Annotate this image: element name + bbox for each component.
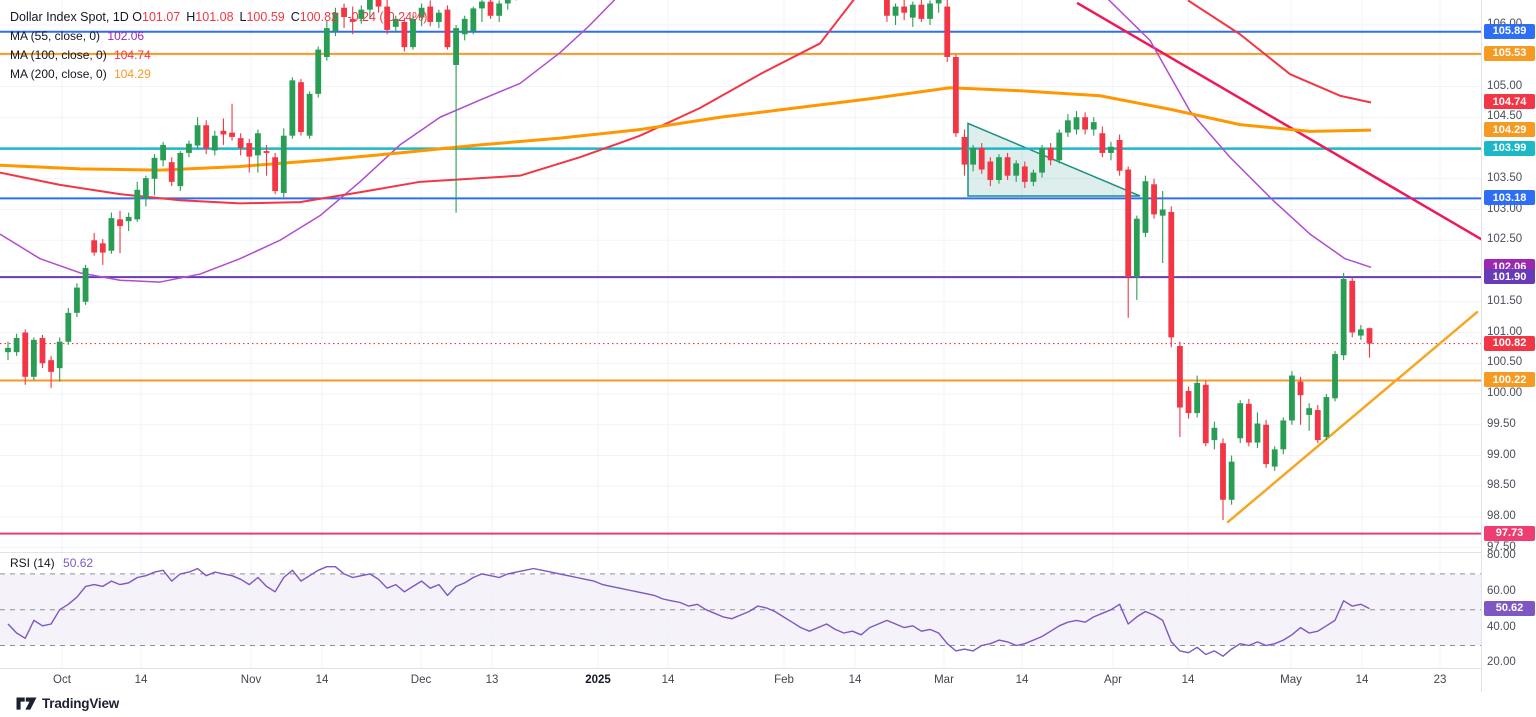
price-tick-104.50: 104.50 (1487, 110, 1523, 123)
rsi-legend-row[interactable]: RSI (14) 50.62 (10, 556, 93, 570)
ohlc-values: O101.07 H101.08 L100.59 C100.82 (132, 10, 344, 24)
time-tick-2025: 2025 (585, 674, 611, 686)
time-tick-14: 14 (848, 674, 862, 686)
price-tick-99.50: 99.50 (1487, 417, 1516, 430)
time-tick-Oct: Oct (53, 674, 71, 686)
price-tick-98.50: 98.50 (1487, 479, 1516, 492)
ma200-line[interactable] (0, 86, 1372, 172)
time-tick-14: 14 (134, 674, 148, 686)
time-tick-Dec: Dec (410, 674, 432, 686)
time-tick-23: 23 (1433, 674, 1447, 686)
time-tick-Feb: Feb (774, 674, 794, 686)
price-badge-103.18: 103.18 (1484, 190, 1535, 206)
tradingview-logo-icon (16, 697, 37, 710)
rsi-tick-60.00: 60.00 (1487, 584, 1516, 597)
price-tick-98.00: 98.00 (1487, 510, 1516, 522)
time-tick-Apr: Apr (1104, 674, 1122, 686)
price-badge-101.90: 101.90 (1484, 269, 1535, 285)
symbol-title: Dollar Index Spot, 1D (10, 10, 129, 24)
price-tick-103.50: 103.50 (1487, 171, 1523, 184)
time-axis[interactable]: Oct 14 Nov 14 Dec 13 2025 14 Feb 14 Mar 14 Apr 14 May 1… (0, 668, 1481, 692)
ma-value: 104.29 (114, 67, 151, 81)
ma-legend-row-1[interactable]: MA (100, close, 0) 104.74 (10, 46, 427, 65)
tradingview-logo-text: TradingView (42, 696, 120, 711)
price-tick-105.00: 105.00 (1487, 79, 1523, 92)
ma55-line[interactable] (0, 0, 620, 283)
price-tick-100.50: 100.50 (1487, 356, 1523, 369)
price-badge-105.89: 105.89 (1484, 23, 1535, 39)
price-tick-103.00: 103.00 (1487, 202, 1523, 215)
price-badge-104.29: 104.29 (1484, 122, 1535, 138)
price-tick-97.50: 97.50 (1487, 540, 1516, 553)
ma-value: 104.74 (114, 48, 151, 62)
time-tick-14: 14 (1181, 674, 1195, 686)
ma-label: MA (200, close, 0) (10, 67, 107, 81)
price-badge-100.82: 100.82 (1484, 335, 1535, 351)
rsi-label: RSI (14) (10, 556, 55, 570)
rsi-tick-80.00: 80.00 (1487, 549, 1516, 561)
price-tick-101.50: 101.50 (1487, 294, 1523, 307)
rsi-tick-20.00: 20.00 (1487, 656, 1516, 669)
ma100-line[interactable] (1187, 0, 1372, 104)
trendline-ascending-support[interactable] (1226, 310, 1479, 524)
price-tick-102.50: 102.50 (1487, 233, 1523, 246)
price-chart-canvas[interactable] (0, 0, 1481, 552)
rsi-chart-canvas[interactable] (0, 552, 1481, 668)
symbol-legend-row[interactable]: Dollar Index Spot, 1D O101.07 H101.08 L100… (10, 8, 427, 27)
time-tick-Nov: Nov (240, 674, 262, 686)
ma55-line[interactable] (1103, 0, 1372, 269)
change-value: -0.24 (-0.24%) (347, 10, 428, 24)
price-tick-100.00: 100.00 (1487, 387, 1523, 399)
rsi-value: 50.62 (63, 556, 94, 570)
price-badge-105.53: 105.53 (1484, 45, 1535, 61)
price-badge-97.73: 97.73 (1484, 525, 1535, 541)
rsi-badge: 50.62 (1484, 600, 1535, 616)
time-tick-May: May (1280, 674, 1302, 686)
price-badge-103.99: 103.99 (1484, 140, 1535, 156)
pane-separator[interactable] (0, 552, 1481, 553)
time-tick-14: 14 (1015, 674, 1029, 686)
chart-legend: Dollar Index Spot, 1D O101.07 H101.08 L100… (10, 8, 427, 84)
ohlc-c: C100.82 (290, 10, 338, 24)
descending-triangle-pattern[interactable] (967, 122, 1141, 197)
time-tick-Mar: Mar (934, 674, 954, 686)
ma-legend-row-0[interactable]: MA (55, close, 0) 102.06 (10, 27, 427, 46)
price-badge-104.74: 104.74 (1484, 94, 1535, 110)
rsi-line[interactable] (7, 565, 1370, 657)
ma-label: MA (55, close, 0) (10, 29, 101, 43)
price-axis[interactable]: 106.00105.00104.50103.50103.00102.50101.… (1481, 0, 1536, 692)
time-tick-13: 13 (485, 674, 499, 686)
time-tick-14: 14 (1355, 674, 1369, 686)
ohlc-o: O101.07 (132, 10, 181, 24)
ohlc-l: L100.59 (239, 10, 285, 24)
price-badge-100.22: 100.22 (1484, 372, 1535, 388)
ohlc-h: H101.08 (186, 10, 234, 24)
time-tick-14: 14 (315, 674, 329, 686)
tradingview-logo[interactable]: TradingView (16, 696, 119, 711)
ma-label: MA (100, close, 0) (10, 48, 107, 62)
ma-legend-row-2[interactable]: MA (200, close, 0) 104.29 (10, 65, 427, 84)
ma-value: 102.06 (107, 29, 145, 43)
rsi-tick-40.00: 40.00 (1487, 620, 1516, 633)
time-tick-14: 14 (661, 674, 675, 686)
ma-legend-rows: MA (55, close, 0) 102.06 MA (100, close, … (10, 27, 427, 84)
price-tick-101.00: 101.00 (1487, 325, 1523, 338)
price-tick-99.00: 99.00 (1487, 448, 1516, 461)
trendline-descending-resistance[interactable] (1076, 2, 1481, 241)
